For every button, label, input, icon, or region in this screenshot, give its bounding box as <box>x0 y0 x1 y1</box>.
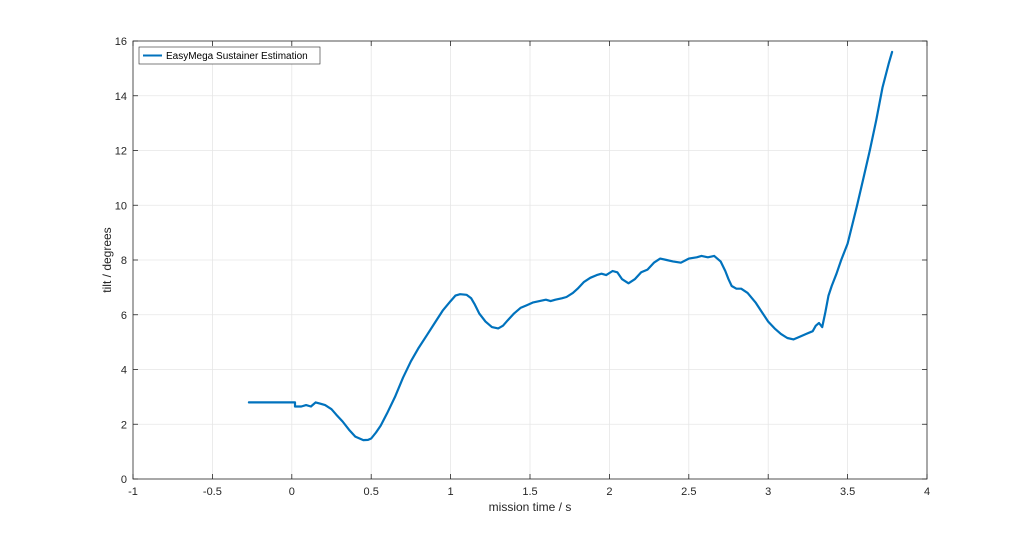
y-tick-label: 14 <box>115 91 127 103</box>
x-tick-label: 3.5 <box>840 486 855 498</box>
x-axis-label: mission time / s <box>489 500 572 514</box>
x-tick-label: 2 <box>606 486 612 498</box>
y-tick-label: 12 <box>115 146 127 158</box>
x-tick-labels: -1 -0.5 0 0.5 1 1.5 2 2.5 3 3.5 4 <box>128 486 930 498</box>
y-tick-label: 4 <box>121 365 127 377</box>
grid-lines <box>133 41 927 479</box>
y-tick-label: 6 <box>121 310 127 322</box>
legend-box <box>138 46 321 65</box>
legend-label: EasyMega Sustainer Estimation <box>166 51 308 62</box>
x-tick-label: -1 <box>128 486 138 498</box>
x-tick-label: 0 <box>289 486 295 498</box>
x-tick-label: 1.5 <box>522 486 537 498</box>
y-tick-label: 2 <box>121 419 127 431</box>
legend: EasyMega Sustainer Estimation <box>138 46 321 65</box>
x-tick-label: 4 <box>924 486 930 498</box>
y-tick-label: 8 <box>121 255 127 267</box>
y-tick-labels: 0 2 4 6 8 10 12 14 16 <box>115 36 127 486</box>
y-axis-label: tilt / degrees <box>100 227 114 292</box>
x-tick-label: -0.5 <box>203 486 222 498</box>
y-tick-label: 16 <box>115 36 127 48</box>
x-tick-label: 1 <box>448 486 454 498</box>
series-line <box>247 50 894 442</box>
tick-marks <box>132 40 928 480</box>
x-tick-label: 0.5 <box>364 486 379 498</box>
y-tick-label: 0 <box>121 474 127 486</box>
x-tick-label: 2.5 <box>681 486 696 498</box>
y-tick-label: 10 <box>115 200 127 212</box>
x-tick-label: 3 <box>765 486 771 498</box>
